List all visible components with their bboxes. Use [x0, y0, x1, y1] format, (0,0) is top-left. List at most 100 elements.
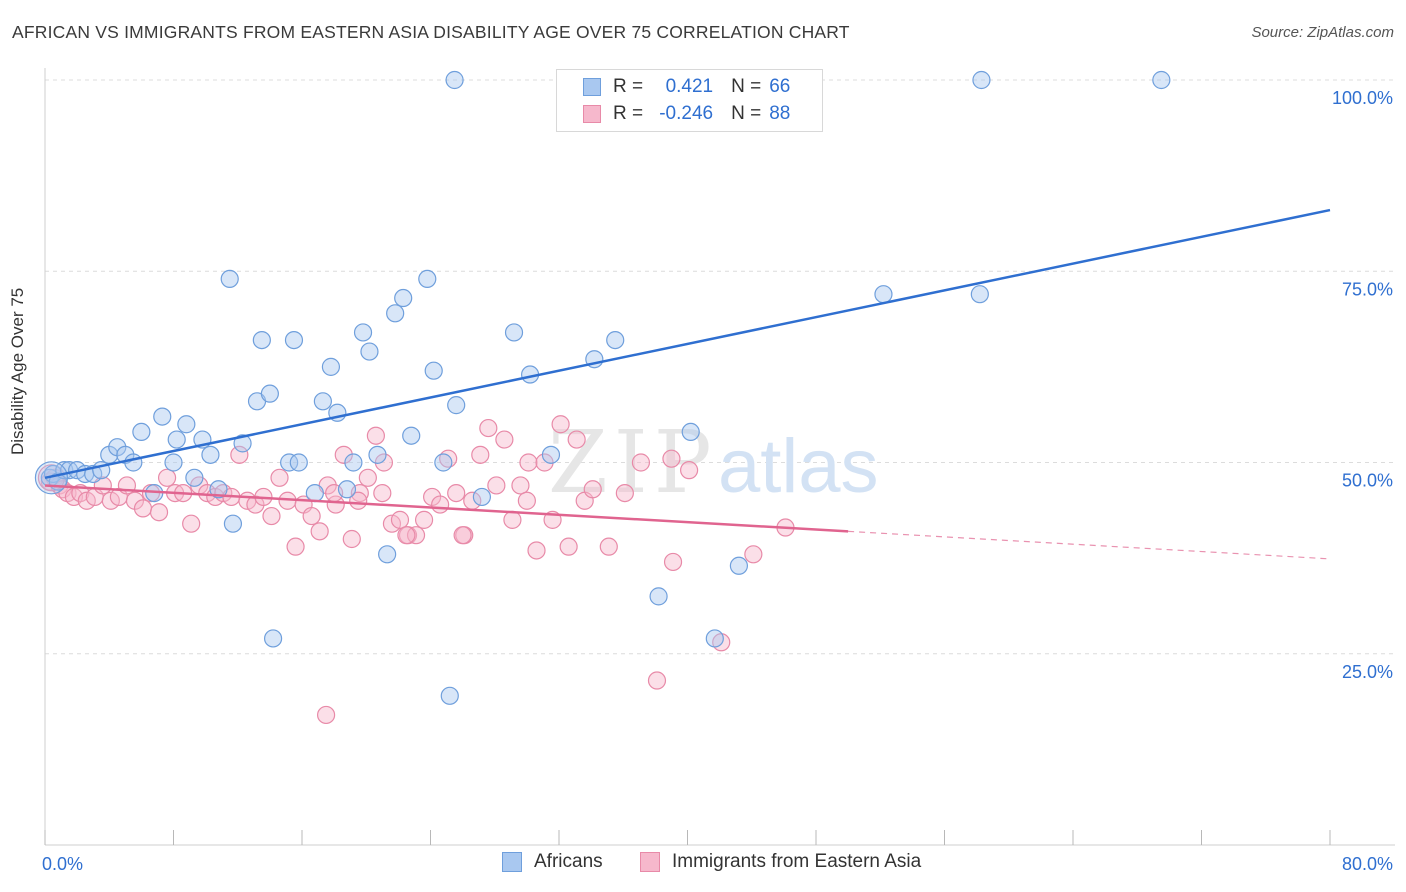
data-point-immigrants [680, 461, 699, 480]
data-point-immigrants [358, 468, 377, 487]
r-value: -0.246 [659, 103, 714, 124]
x-tick-label: 0.0% [42, 854, 83, 874]
data-point-immigrants [149, 503, 169, 522]
r-label: R = [613, 76, 644, 97]
immigrants-points [37, 415, 795, 725]
data-point-africans [418, 269, 437, 288]
stats-box: R = 0.421 N = 66 R = -0.246 N = 88 [556, 69, 823, 132]
data-point-africans [440, 686, 459, 705]
data-point-immigrants [517, 491, 536, 510]
n-label: N = [731, 76, 762, 97]
data-point-immigrants [744, 545, 763, 564]
data-point-africans [353, 323, 373, 342]
data-point-immigrants [663, 552, 683, 572]
data-point-immigrants [349, 491, 368, 510]
n-value: 88 [769, 103, 791, 124]
legend-item-africans[interactable]: Africans [502, 851, 603, 873]
data-point-immigrants [342, 529, 361, 549]
data-point-africans [344, 453, 363, 472]
gridlines [45, 79, 1395, 655]
data-point-immigrants [270, 468, 289, 487]
data-point-immigrants [599, 537, 618, 556]
data-point-africans [504, 323, 524, 342]
data-point-africans [263, 629, 283, 648]
data-point-immigrants [133, 499, 153, 518]
data-point-africans [434, 453, 453, 472]
data-point-africans [606, 331, 625, 350]
data-point-africans [424, 361, 443, 380]
n-label: N = [731, 103, 762, 124]
stats-row-immigrants: R = -0.246 N = 88 [557, 101, 790, 127]
data-point-africans [177, 415, 196, 434]
x-tick-label: 80.0% [1342, 854, 1393, 874]
data-point-africans [445, 70, 464, 90]
trend-lines [44, 208, 1331, 560]
data-point-africans [360, 342, 379, 361]
data-point-immigrants [302, 506, 321, 526]
stats-row-africans: R = 0.421 N = 66 [557, 74, 790, 100]
data-point-africans [447, 396, 466, 415]
data-point-africans [378, 545, 397, 564]
data-point-immigrants [406, 526, 426, 545]
trend-line-africans [44, 208, 1331, 480]
data-point-immigrants [487, 476, 506, 495]
data-point-africans [970, 285, 989, 304]
data-point-immigrants [495, 430, 514, 449]
y-axis-label: Disability Age Over 75 [8, 287, 27, 455]
data-point-immigrants [567, 430, 586, 449]
chart-title: AFRICAN VS IMMIGRANTS FROM EASTERN ASIA … [12, 22, 850, 42]
data-point-immigrants [503, 510, 522, 529]
data-point-immigrants [431, 495, 450, 514]
data-point-immigrants [326, 495, 345, 514]
legend-item-immigrants[interactable]: Immigrants from Eastern Asia [640, 851, 921, 873]
data-point-africans [541, 445, 561, 464]
legend-label-immigrants: Immigrants from Eastern Asia [672, 851, 922, 872]
data-point-immigrants [310, 522, 329, 541]
data-point-africans [321, 357, 341, 376]
data-point-immigrants [366, 426, 385, 445]
data-point-immigrants [551, 415, 570, 434]
legend-swatch-pink [640, 852, 660, 872]
tick-labels: 25.0% 50.0% 75.0% 100.0% 0.0% 80.0% [42, 88, 1393, 874]
data-point-africans [284, 331, 304, 350]
data-point-africans [164, 453, 183, 472]
data-point-africans [220, 269, 239, 288]
axes [44, 68, 1395, 846]
n-value: 66 [769, 76, 791, 97]
data-point-africans [167, 430, 186, 449]
data-point-africans [280, 453, 299, 472]
data-point-africans [368, 445, 387, 464]
data-point-africans [472, 487, 491, 507]
data-point-immigrants [662, 449, 681, 468]
data-point-immigrants [182, 514, 201, 533]
data-point-africans [260, 384, 279, 403]
data-point-africans [201, 445, 220, 464]
data-point-immigrants [373, 484, 392, 503]
data-point-immigrants [511, 476, 530, 495]
legend-label-africans: Africans [534, 851, 603, 872]
r-label: R = [613, 103, 644, 124]
data-point-immigrants [262, 506, 281, 526]
data-point-immigrants [583, 480, 602, 499]
data-point-immigrants [390, 510, 410, 529]
data-point-africans [972, 70, 991, 90]
data-point-immigrants [447, 484, 466, 503]
y-tick-label: 25.0% [1342, 662, 1393, 682]
data-point-immigrants [230, 445, 249, 464]
trend-line-immigrants-extension [848, 530, 1331, 560]
data-point-immigrants [397, 526, 416, 545]
data-point-africans [681, 422, 700, 441]
data-point-africans [402, 426, 421, 445]
data-point-immigrants [519, 453, 538, 472]
data-point-africans [209, 480, 228, 499]
data-point-africans [233, 434, 252, 453]
data-point-africans [34, 461, 69, 495]
legend-swatch-blue [502, 852, 522, 872]
r-value: 0.421 [665, 76, 714, 97]
data-point-immigrants [157, 468, 177, 487]
data-point-immigrants [286, 537, 305, 556]
y-tick-label: 100.0% [1332, 88, 1393, 108]
data-point-africans [289, 453, 308, 472]
data-point-immigrants [527, 541, 546, 560]
